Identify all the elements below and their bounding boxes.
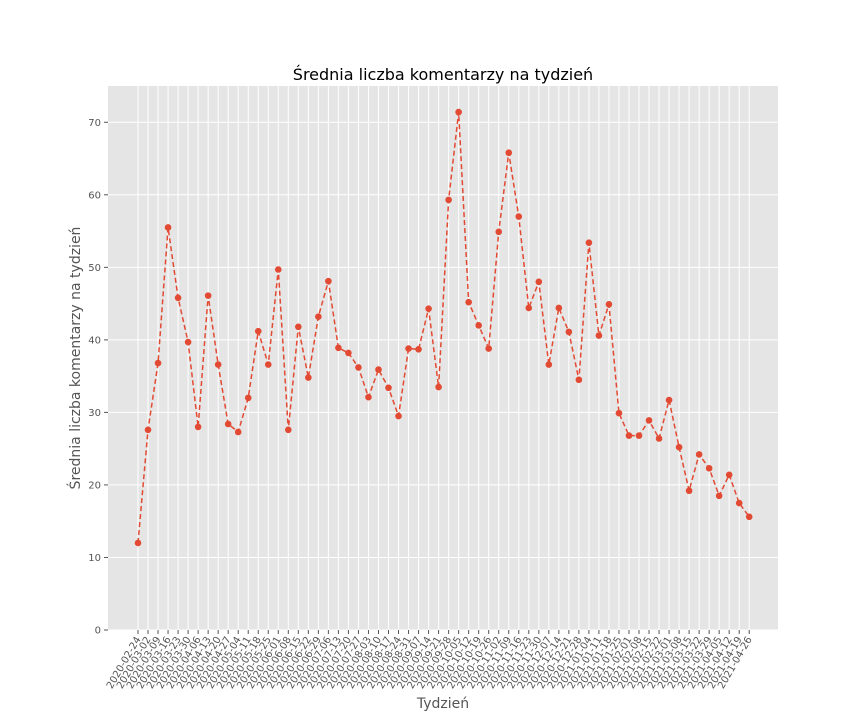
data-point xyxy=(645,417,653,424)
y-tick-label: 20 xyxy=(88,480,101,491)
data-point xyxy=(695,451,703,458)
data-point xyxy=(234,428,242,436)
y-tick-label: 30 xyxy=(88,408,101,419)
data-point xyxy=(385,384,392,392)
y-tick-label: 10 xyxy=(88,553,101,564)
data-point xyxy=(705,464,713,472)
data-point xyxy=(515,213,523,220)
data-point xyxy=(505,149,513,157)
data-point xyxy=(725,471,733,479)
data-point xyxy=(685,487,693,495)
data-point xyxy=(475,322,482,329)
data-point xyxy=(214,361,222,368)
y-axis-label: Średnia liczba komentarzy na tydzień xyxy=(66,227,84,490)
data-point xyxy=(244,394,252,402)
data-point xyxy=(224,420,232,428)
data-point xyxy=(445,196,452,204)
data-point xyxy=(595,332,603,339)
data-point xyxy=(605,301,613,308)
y-tick-label: 40 xyxy=(88,335,101,346)
x-axis-ticks: 2020-02-242020-03-022020-03-092020-03-16… xyxy=(105,630,755,691)
data-point xyxy=(345,349,352,357)
data-point xyxy=(735,499,743,507)
data-point xyxy=(305,374,312,381)
data-point xyxy=(375,366,382,373)
data-point xyxy=(575,376,583,384)
data-point xyxy=(365,393,372,401)
data-point xyxy=(635,432,643,439)
data-point xyxy=(395,412,402,420)
data-point xyxy=(715,492,723,500)
data-point xyxy=(264,361,272,368)
data-point xyxy=(144,426,152,434)
data-point xyxy=(495,228,503,236)
data-point xyxy=(455,108,462,116)
series-group xyxy=(134,108,753,547)
data-point xyxy=(134,539,142,547)
y-axis-ticks: 0 10 20 30 40 50 60 70 xyxy=(88,118,108,637)
data-point xyxy=(435,383,442,391)
plot-area xyxy=(108,86,778,630)
data-point xyxy=(565,328,573,336)
data-point xyxy=(555,304,563,312)
y-tick-label: 60 xyxy=(88,190,101,201)
data-point xyxy=(184,338,192,346)
y-tick-label: 70 xyxy=(88,118,101,129)
data-point xyxy=(355,364,362,371)
data-point xyxy=(615,409,623,417)
data-point xyxy=(625,432,633,439)
data-point xyxy=(295,323,302,331)
data-point xyxy=(425,305,432,312)
data-point xyxy=(285,426,292,434)
data-point xyxy=(325,277,332,285)
y-tick-label: 50 xyxy=(88,263,101,274)
data-point xyxy=(545,361,553,368)
data-point xyxy=(655,435,663,442)
data-point xyxy=(154,359,162,367)
data-point xyxy=(254,327,262,335)
data-point xyxy=(274,266,282,273)
y-tick-label: 0 xyxy=(95,626,101,637)
data-point xyxy=(585,239,593,246)
data-point xyxy=(415,345,422,353)
x-axis-label: Tydzień xyxy=(416,696,469,712)
data-point xyxy=(485,345,493,352)
data-point xyxy=(745,513,753,521)
data-point xyxy=(315,313,322,320)
data-point xyxy=(335,344,342,352)
data-point xyxy=(535,278,543,286)
data-point xyxy=(405,345,412,352)
data-point xyxy=(675,443,683,451)
data-point xyxy=(164,224,172,231)
data-point xyxy=(665,396,673,404)
chart-title: Średnia liczba komentarzy na tydzień xyxy=(293,65,593,84)
data-point xyxy=(525,304,533,312)
data-point xyxy=(465,298,472,306)
grid-lines xyxy=(108,86,778,631)
data-point xyxy=(174,294,182,302)
data-point xyxy=(194,423,202,431)
data-point xyxy=(204,292,212,299)
